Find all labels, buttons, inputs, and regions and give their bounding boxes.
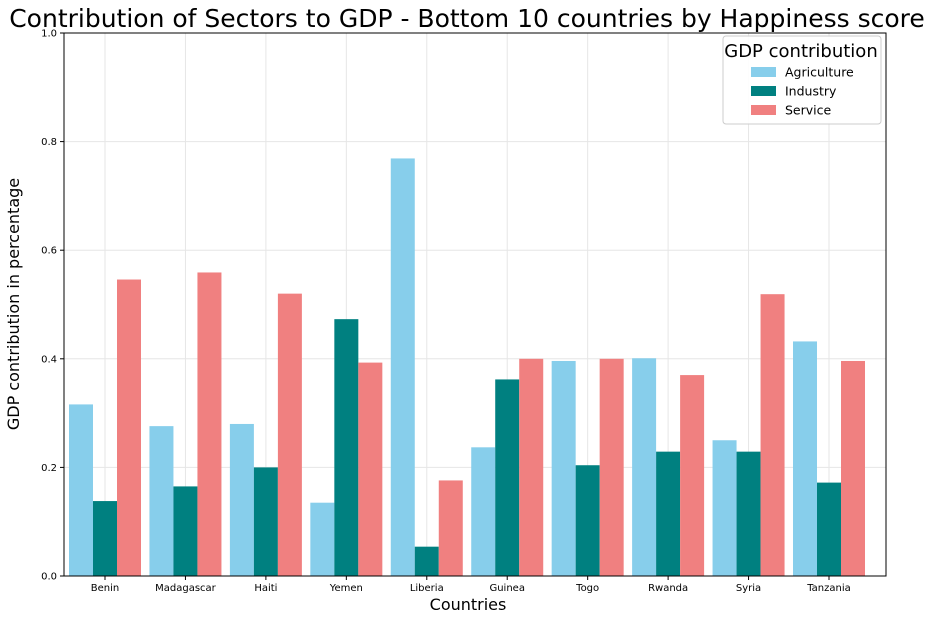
bar-service-guinea xyxy=(519,358,544,576)
x-tick-label: Togo xyxy=(575,583,599,594)
legend-items: Agriculture Industry Service xyxy=(751,65,854,118)
x-tick-label: Haiti xyxy=(254,583,277,594)
y-axis-label: GDP contribution in percentage xyxy=(4,178,23,430)
y-tick-label: 0.4 xyxy=(41,354,57,365)
x-tick-label: Madagascar xyxy=(155,583,217,594)
bar-service-benin xyxy=(117,279,141,576)
bar-industry-guinea xyxy=(495,379,520,576)
bar-agriculture-yemen xyxy=(310,502,335,576)
bar-agriculture-benin xyxy=(69,404,93,576)
legend-title: GDP contribution xyxy=(724,41,877,62)
bar-agriculture-madagascar xyxy=(149,426,174,576)
y-tick-label: 0.6 xyxy=(41,246,57,257)
bar-agriculture-togo xyxy=(551,360,576,576)
x-tick-label: Benin xyxy=(91,583,119,594)
bar-agriculture-guinea xyxy=(471,447,496,576)
bar-industry-rwanda xyxy=(656,451,681,576)
legend-swatch-agriculture xyxy=(751,67,776,77)
bar-agriculture-syria xyxy=(712,440,737,576)
y-tick-label: 1.0 xyxy=(41,29,57,40)
x-axis-label: Countries xyxy=(430,595,507,614)
x-tick-label: Yemen xyxy=(329,583,363,594)
chart-title: Contribution of Sectors to GDP - Bottom … xyxy=(9,4,925,33)
legend-label-industry: Industry xyxy=(785,84,837,99)
x-tick-label: Rwanda xyxy=(648,583,688,594)
bar-industry-tanzania xyxy=(817,482,841,576)
plot-frame xyxy=(63,32,887,577)
bar-industry-togo xyxy=(575,465,600,576)
y-tick-label: 0.2 xyxy=(41,463,57,474)
y-tick-label: 0.8 xyxy=(41,137,57,148)
bar-service-togo xyxy=(599,358,624,576)
x-tick-label: Liberia xyxy=(410,583,444,594)
x-tick-label: Tanzania xyxy=(806,583,851,594)
bar-agriculture-tanzania xyxy=(793,341,817,576)
y-tick-label: 0.0 xyxy=(41,572,57,583)
bar-service-rwanda xyxy=(680,375,705,576)
y-axis-ticks: 0.0 0.2 0.4 0.6 0.8 1.0 xyxy=(41,29,64,583)
bar-service-syria xyxy=(760,294,785,576)
bar-agriculture-haiti xyxy=(229,423,254,576)
bars-layer xyxy=(69,158,865,577)
x-axis-ticks: Benin Madagascar Haiti Yemen Liberia Guinea To… xyxy=(91,576,851,594)
legend-label-agriculture: Agriculture xyxy=(785,65,854,80)
bar-service-haiti xyxy=(277,293,302,576)
bar-industry-benin xyxy=(93,501,117,576)
bar-industry-haiti xyxy=(253,467,278,576)
bar-agriculture-rwanda xyxy=(632,358,657,576)
bar-service-madagascar xyxy=(197,272,222,576)
bar-service-yemen xyxy=(358,362,383,576)
bar-service-liberia xyxy=(438,480,463,576)
bar-industry-madagascar xyxy=(173,486,198,576)
bar-agriculture-liberia xyxy=(390,158,415,577)
bar-industry-yemen xyxy=(334,319,359,576)
legend: GDP contribution Agriculture Industry Serv… xyxy=(722,35,882,125)
legend-swatch-service xyxy=(751,105,776,115)
legend-label-service: Service xyxy=(785,103,832,118)
legend-frame xyxy=(722,35,882,125)
x-tick-label: Syria xyxy=(736,583,761,594)
x-tick-label: Guinea xyxy=(489,583,524,594)
bar-industry-liberia xyxy=(414,546,439,576)
bar-service-tanzania xyxy=(841,360,865,576)
legend-swatch-industry xyxy=(751,86,776,96)
bar-industry-syria xyxy=(736,451,761,576)
